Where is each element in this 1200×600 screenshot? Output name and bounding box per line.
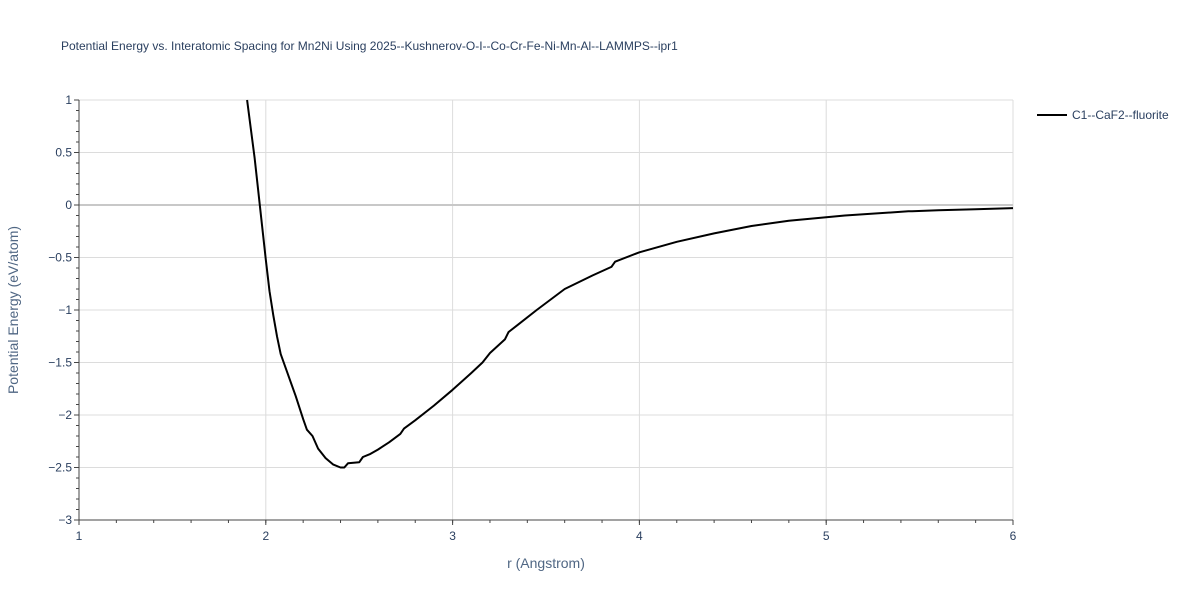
y-tick-label: 1 — [65, 93, 72, 107]
chart-title: Potential Energy vs. Interatomic Spacing… — [61, 39, 678, 53]
y-tick-label: −0.5 — [48, 251, 72, 265]
y-tick-label: 0 — [65, 198, 72, 212]
x-tick-label: 1 — [76, 529, 83, 543]
y-tick-label: −3 — [58, 513, 72, 527]
x-tick-label: 4 — [636, 529, 643, 543]
y-tick-label: −2.5 — [48, 461, 72, 475]
y-axis-label: Potential Energy (eV/atom) — [5, 226, 21, 394]
axes — [78, 100, 1013, 521]
grid — [79, 99, 1014, 520]
axis-ticks: 1 2 3 4 5 6 1 0.5 0 −0.5 −1 −1.5 −2 −2.5 −3 — [48, 93, 1016, 543]
y-tick-label: −1.5 — [48, 356, 72, 370]
series-line-0 — [246, 99, 1014, 469]
y-tick-label: −1 — [58, 303, 72, 317]
x-tick-label: 5 — [823, 529, 830, 543]
x-tick-label: 3 — [449, 529, 456, 543]
legend-label-0: C1--CaF2--fluorite — [1072, 108, 1169, 122]
x-axis-label: r (Angstrom) — [507, 555, 585, 571]
series-layer — [246, 99, 1014, 469]
x-tick-label: 2 — [262, 529, 269, 543]
x-tick-label: 6 — [1010, 529, 1017, 543]
y-tick-label: 0.5 — [55, 146, 72, 160]
y-tick-label: −2 — [58, 408, 72, 422]
legend[interactable]: C1--CaF2--fluorite — [1037, 108, 1169, 122]
